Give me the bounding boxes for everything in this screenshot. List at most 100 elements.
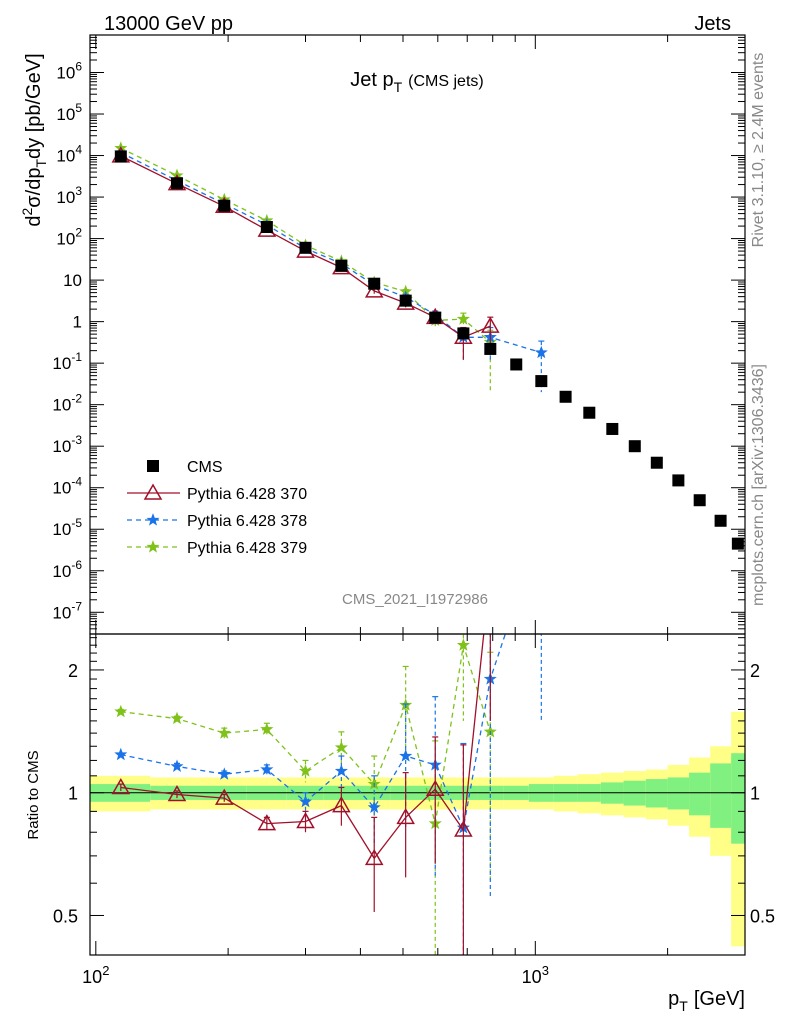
data-point-cms (535, 375, 548, 388)
data-point-cms (260, 221, 273, 234)
ratio-y-tick-label-right: 0.5 (750, 906, 775, 926)
data-point-p370 (482, 563, 498, 577)
stat-uncertainty-band (731, 753, 745, 844)
data-point-cms (299, 241, 312, 254)
data-point-p370 (396, 807, 415, 825)
stat-uncertainty-band (710, 763, 732, 828)
header-category: Jets (694, 13, 731, 35)
data-point-p370 (111, 777, 131, 795)
data-point-cms (628, 440, 641, 453)
data-point-p378 (334, 764, 348, 777)
data-point-p379 (456, 638, 470, 651)
y-tick-label: 105 (56, 101, 82, 124)
legend-marker-cms (147, 460, 159, 472)
main-plot-title: Jet pT (CMS jets) (350, 69, 483, 95)
data-point-cms (484, 342, 497, 355)
data-point-p378 (534, 345, 548, 359)
data-point-p379 (217, 726, 231, 739)
legend-label-p378: Pythia 6.428 378 (187, 513, 307, 530)
data-point-cms (510, 358, 523, 371)
ratio-y-axis-label: Ratio to CMS (25, 750, 42, 839)
data-point-p370 (425, 779, 445, 796)
y-tick-label: 10-3 (52, 433, 82, 456)
y-tick-label: 10 (63, 271, 82, 290)
data-point-cms (114, 150, 127, 163)
y-tick-label: 1 (73, 313, 82, 332)
legend-label-p379: Pythia 6.428 379 (187, 540, 307, 557)
ratio-y-tick-label-left: 1 (68, 784, 78, 804)
data-point-cms (429, 311, 442, 324)
data-point-cms (606, 422, 619, 435)
data-point-p378 (536, 520, 547, 531)
data-point-cms (368, 277, 381, 290)
data-point-p370 (257, 814, 277, 831)
data-point-p378 (260, 762, 274, 776)
data-point-cms (170, 177, 183, 190)
data-point-cms (714, 514, 727, 527)
ratio-y-tick-label-right: 2 (750, 661, 760, 681)
data-point-p378 (217, 767, 231, 780)
series-cms (114, 150, 744, 550)
data-point-cms (731, 537, 744, 550)
ratio-y-tick-label-right: 1 (750, 784, 760, 804)
series-line-p378 (120, 152, 542, 354)
ratio-y-tick-label-left: 0.5 (53, 906, 78, 926)
y-tick-label: 10-5 (52, 516, 82, 539)
mcplots-label: mcplots.cern.ch [arXiv:1306.3436] (750, 364, 767, 606)
data-point-p379 (334, 740, 348, 754)
x-tick-label: 102 (82, 963, 109, 987)
data-point-p379 (114, 704, 128, 718)
data-point-p370 (454, 820, 473, 837)
ratio-plot-frame (89, 633, 746, 956)
y-tick-label: 10-2 (52, 392, 82, 415)
data-point-cms (672, 474, 685, 487)
data-point-p379 (170, 711, 184, 725)
data-point-p378 (114, 747, 128, 761)
data-point-p379 (456, 312, 470, 325)
y-tick-label: 10-6 (52, 558, 82, 581)
data-point-cms (650, 456, 663, 469)
legend-label-cms: CMS (187, 459, 223, 476)
data-point-cms (693, 494, 706, 507)
main-y-axis-ticks (90, 34, 745, 635)
y-tick-label: 104 (56, 143, 82, 166)
y-tick-label: 10-4 (52, 475, 82, 498)
data-point-cms (583, 406, 596, 419)
stat-uncertainty-band (667, 777, 690, 810)
series-line-p378 (120, 634, 507, 831)
y-tick-label: 10-7 (52, 599, 82, 622)
y-tick-label: 106 (56, 59, 82, 82)
data-point-p378 (399, 749, 413, 762)
y-tick-label: 103 (56, 184, 82, 207)
ratio-y-axis-ticks (90, 637, 745, 916)
header-process: 13000 GeV pp (104, 13, 233, 35)
ratio-uncertainty-bands (90, 711, 745, 947)
x-tick-label: 103 (522, 963, 549, 987)
data-point-p378 (298, 794, 313, 808)
data-point-p370 (214, 788, 234, 805)
stat-uncertainty-band (645, 779, 668, 808)
data-point-p370 (167, 784, 187, 802)
data-point-p378 (170, 759, 184, 773)
series-p378 (114, 520, 547, 955)
data-point-p370 (296, 811, 315, 829)
data-point-p378 (367, 800, 381, 813)
data-point-p370 (332, 796, 351, 813)
data-point-p379 (260, 722, 274, 735)
data-point-cms (335, 259, 348, 272)
data-point-cms (218, 199, 231, 212)
data-point-cms (457, 327, 470, 340)
stat-uncertainty-band (689, 772, 711, 816)
data-point-cms (559, 390, 572, 403)
data-point-cms (399, 294, 412, 307)
main-plot-area: 10610510410310210110-110-210-310-410-510… (52, 34, 746, 635)
y-tick-label: 10-1 (52, 350, 82, 373)
data-point-p370 (364, 281, 384, 298)
analysis-id-watermark: CMS_2021_I1972986 (342, 591, 488, 608)
x-axis-label: pT [GeV] (668, 988, 745, 1014)
y-tick-label: 102 (56, 226, 82, 249)
legend-marker-p370 (143, 483, 163, 500)
ratio-y-tick-label-left: 2 (68, 661, 78, 681)
legend-label-p370: Pythia 6.428 370 (187, 486, 307, 503)
